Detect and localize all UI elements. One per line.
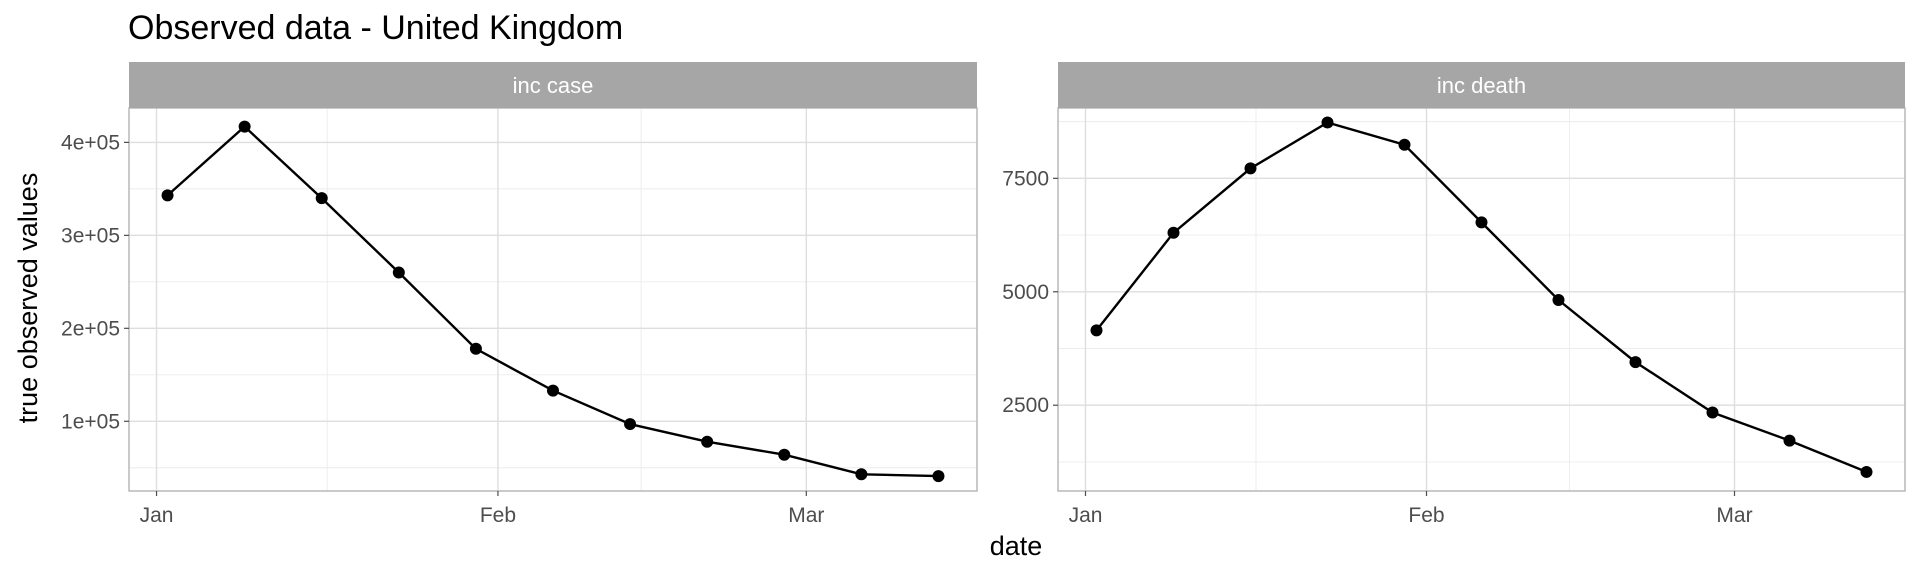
data-point — [1090, 324, 1103, 337]
facet-strip-label: inc death — [1437, 73, 1526, 98]
y-axis-title: true observed values — [13, 173, 43, 424]
data-point — [547, 384, 559, 397]
x-tick-label: Mar — [788, 504, 824, 527]
x-axis-title: date — [990, 531, 1043, 561]
chart-title: Observed data - United Kingdom — [128, 9, 623, 47]
y-tick-label: 5000 — [1002, 281, 1049, 304]
data-point — [1321, 116, 1334, 129]
data-point — [238, 120, 251, 133]
series-line — [166, 124, 939, 478]
x-tick-label: Jan — [140, 504, 174, 527]
data-point — [1475, 216, 1488, 229]
data-point — [161, 189, 174, 202]
data-point — [469, 342, 482, 355]
x-tick-label: Feb — [1408, 504, 1444, 527]
data-point — [1167, 226, 1180, 239]
data-point — [1860, 465, 1873, 478]
y-tick-label: 3e+05 — [61, 224, 120, 247]
facet-strip — [1058, 62, 1905, 108]
data-point — [932, 470, 945, 483]
panel-border — [1057, 107, 1906, 492]
data-point — [855, 468, 868, 481]
data-point — [1552, 293, 1565, 306]
data-point — [1706, 406, 1719, 419]
panel-inc-case: inc case 1e+05 2e+05 3e+05 4e+05 Jan Feb Mar — [61, 62, 978, 527]
x-tick-label: Jan — [1069, 504, 1103, 527]
panel-inc-death: inc death 2500 5000 7500 Jan Feb Mar — [1002, 62, 1906, 527]
y-tick-label: 1e+05 — [61, 410, 120, 433]
data-point — [315, 192, 328, 205]
x-tick-label: Mar — [1716, 504, 1752, 527]
y-tick-label: 4e+05 — [61, 131, 120, 154]
data-point — [1629, 356, 1642, 369]
data-point — [1398, 138, 1411, 151]
data-point — [1783, 434, 1796, 447]
data-point — [778, 448, 791, 461]
x-tick-label: Feb — [480, 504, 516, 527]
y-tick-label: 7500 — [1002, 167, 1049, 190]
panel-border — [128, 107, 978, 492]
data-point — [1244, 162, 1257, 175]
facet-strip-label: inc case — [513, 73, 594, 98]
facet-strip — [129, 62, 977, 108]
data-point — [701, 435, 714, 448]
y-tick-label: 2500 — [1002, 394, 1049, 417]
series-line — [1095, 121, 1867, 474]
data-point — [392, 266, 405, 279]
data-point — [624, 418, 637, 431]
y-tick-label: 2e+05 — [61, 317, 120, 340]
